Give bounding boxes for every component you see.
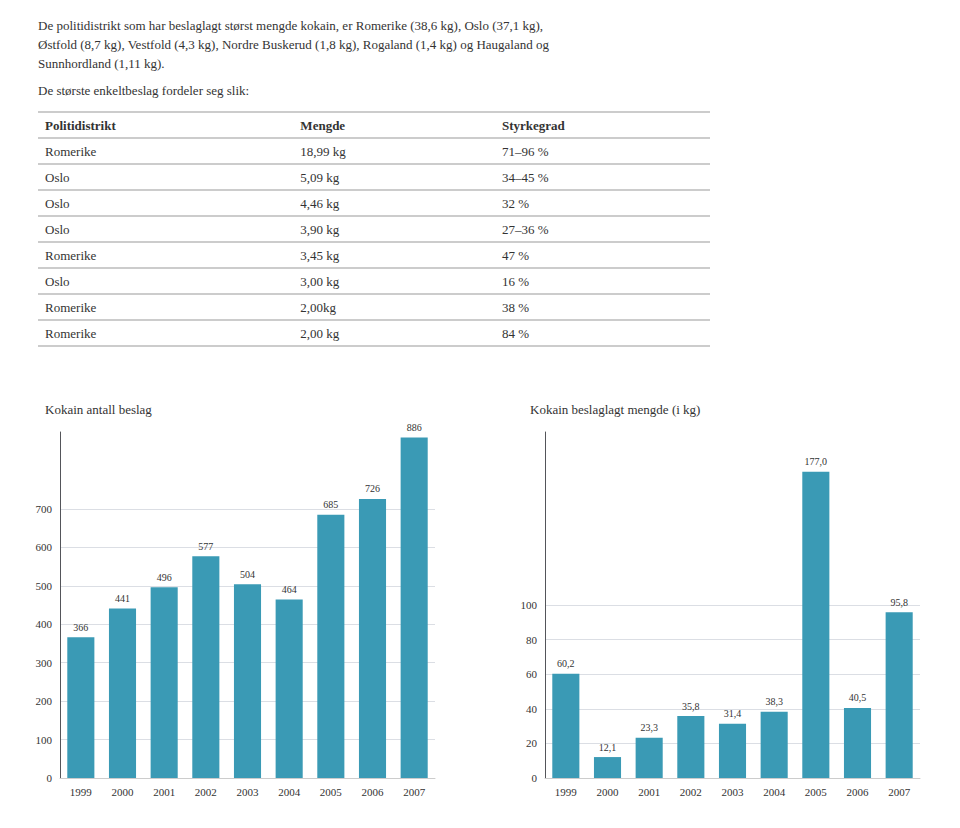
svg-text:Oslo: Oslo — [45, 170, 70, 185]
svg-text:1999: 1999 — [70, 786, 93, 798]
svg-text:500: 500 — [36, 580, 53, 592]
svg-text:2005: 2005 — [320, 786, 343, 798]
svg-text:Oslo: Oslo — [45, 222, 70, 237]
svg-text:0: 0 — [47, 772, 53, 784]
svg-text:2,00 kg: 2,00 kg — [300, 326, 340, 341]
svg-text:1999: 1999 — [555, 786, 578, 798]
svg-text:3,45 kg: 3,45 kg — [300, 248, 340, 263]
svg-text:Romerike: Romerike — [45, 248, 96, 263]
svg-text:Oslo: Oslo — [45, 274, 70, 289]
svg-text:31,4: 31,4 — [724, 708, 742, 719]
svg-text:2005: 2005 — [805, 786, 828, 798]
svg-text:2001: 2001 — [153, 786, 175, 798]
svg-text:38,3: 38,3 — [765, 696, 783, 707]
svg-text:84 %: 84 % — [502, 326, 529, 341]
svg-text:47 %: 47 % — [502, 248, 529, 263]
svg-text:685: 685 — [323, 499, 338, 510]
svg-text:100: 100 — [36, 734, 53, 746]
svg-text:De største enkeltbeslag fordel: De største enkeltbeslag fordeler seg sli… — [38, 83, 249, 98]
svg-text:Østfold (8,7 kg), Vestfold (4,: Østfold (8,7 kg), Vestfold (4,3 kg), Nor… — [38, 37, 550, 52]
svg-text:40,5: 40,5 — [849, 692, 867, 703]
svg-text:38 %: 38 % — [502, 300, 529, 315]
svg-text:2003: 2003 — [722, 786, 745, 798]
svg-text:71–96 %: 71–96 % — [502, 144, 549, 159]
svg-text:2000: 2000 — [597, 786, 620, 798]
svg-text:726: 726 — [365, 483, 380, 494]
svg-text:16 %: 16 % — [502, 274, 529, 289]
svg-text:100: 100 — [521, 599, 538, 611]
svg-text:5,09 kg: 5,09 kg — [300, 170, 340, 185]
svg-text:441: 441 — [115, 593, 130, 604]
svg-text:366: 366 — [73, 622, 88, 633]
svg-text:0: 0 — [532, 772, 538, 784]
svg-text:60,2: 60,2 — [557, 658, 575, 669]
svg-text:32 %: 32 % — [502, 196, 529, 211]
svg-text:200: 200 — [36, 695, 53, 707]
svg-text:2001: 2001 — [638, 786, 660, 798]
svg-text:Kokain antall beslag: Kokain antall beslag — [45, 402, 152, 417]
svg-text:2007: 2007 — [403, 786, 426, 798]
svg-text:12,1: 12,1 — [599, 742, 617, 753]
svg-text:577: 577 — [198, 541, 213, 552]
svg-text:Sunnhordland (1,11 kg).: Sunnhordland (1,11 kg). — [38, 56, 165, 71]
svg-text:2006: 2006 — [847, 786, 870, 798]
svg-text:2002: 2002 — [195, 786, 217, 798]
svg-text:34–45 %: 34–45 % — [502, 170, 549, 185]
svg-text:80: 80 — [526, 634, 538, 646]
svg-text:496: 496 — [157, 572, 172, 583]
svg-text:4,46 kg: 4,46 kg — [300, 196, 340, 211]
svg-text:886: 886 — [407, 422, 422, 433]
svg-text:600: 600 — [36, 541, 53, 553]
svg-text:40: 40 — [526, 703, 538, 715]
svg-text:400: 400 — [36, 618, 53, 630]
svg-text:2000: 2000 — [112, 786, 135, 798]
svg-text:Politidistrikt: Politidistrikt — [45, 118, 116, 133]
svg-text:Styrkegrad: Styrkegrad — [502, 118, 566, 133]
svg-text:Romerike: Romerike — [45, 326, 96, 341]
svg-text:2004: 2004 — [278, 786, 301, 798]
svg-text:2007: 2007 — [888, 786, 911, 798]
svg-text:700: 700 — [36, 503, 53, 515]
svg-text:27–36 %: 27–36 % — [502, 222, 549, 237]
svg-text:177,0: 177,0 — [805, 456, 828, 467]
svg-text:23,3: 23,3 — [640, 722, 658, 733]
svg-text:20: 20 — [526, 737, 538, 749]
svg-text:2,00kg: 2,00kg — [300, 300, 336, 315]
svg-text:2002: 2002 — [680, 786, 702, 798]
svg-text:95,8: 95,8 — [890, 597, 908, 608]
svg-text:60: 60 — [526, 668, 538, 680]
svg-text:Mengde: Mengde — [300, 118, 345, 133]
svg-text:2004: 2004 — [763, 786, 786, 798]
svg-text:Kokain beslaglagt mengde (i kg: Kokain beslaglagt mengde (i kg) — [530, 402, 700, 417]
svg-text:18,99 kg: 18,99 kg — [300, 144, 346, 159]
svg-text:De politidistrikt som har besl: De politidistrikt som har beslaglagt stø… — [38, 18, 543, 33]
svg-text:504: 504 — [240, 569, 255, 580]
svg-text:35,8: 35,8 — [682, 701, 700, 712]
svg-text:Romerike: Romerike — [45, 300, 96, 315]
svg-text:3,00 kg: 3,00 kg — [300, 274, 340, 289]
svg-text:2006: 2006 — [362, 786, 385, 798]
svg-text:Oslo: Oslo — [45, 196, 70, 211]
svg-text:300: 300 — [36, 657, 53, 669]
svg-text:2003: 2003 — [237, 786, 260, 798]
svg-text:3,90 kg: 3,90 kg — [300, 222, 340, 237]
svg-text:Romerike: Romerike — [45, 144, 96, 159]
svg-text:464: 464 — [282, 584, 297, 595]
